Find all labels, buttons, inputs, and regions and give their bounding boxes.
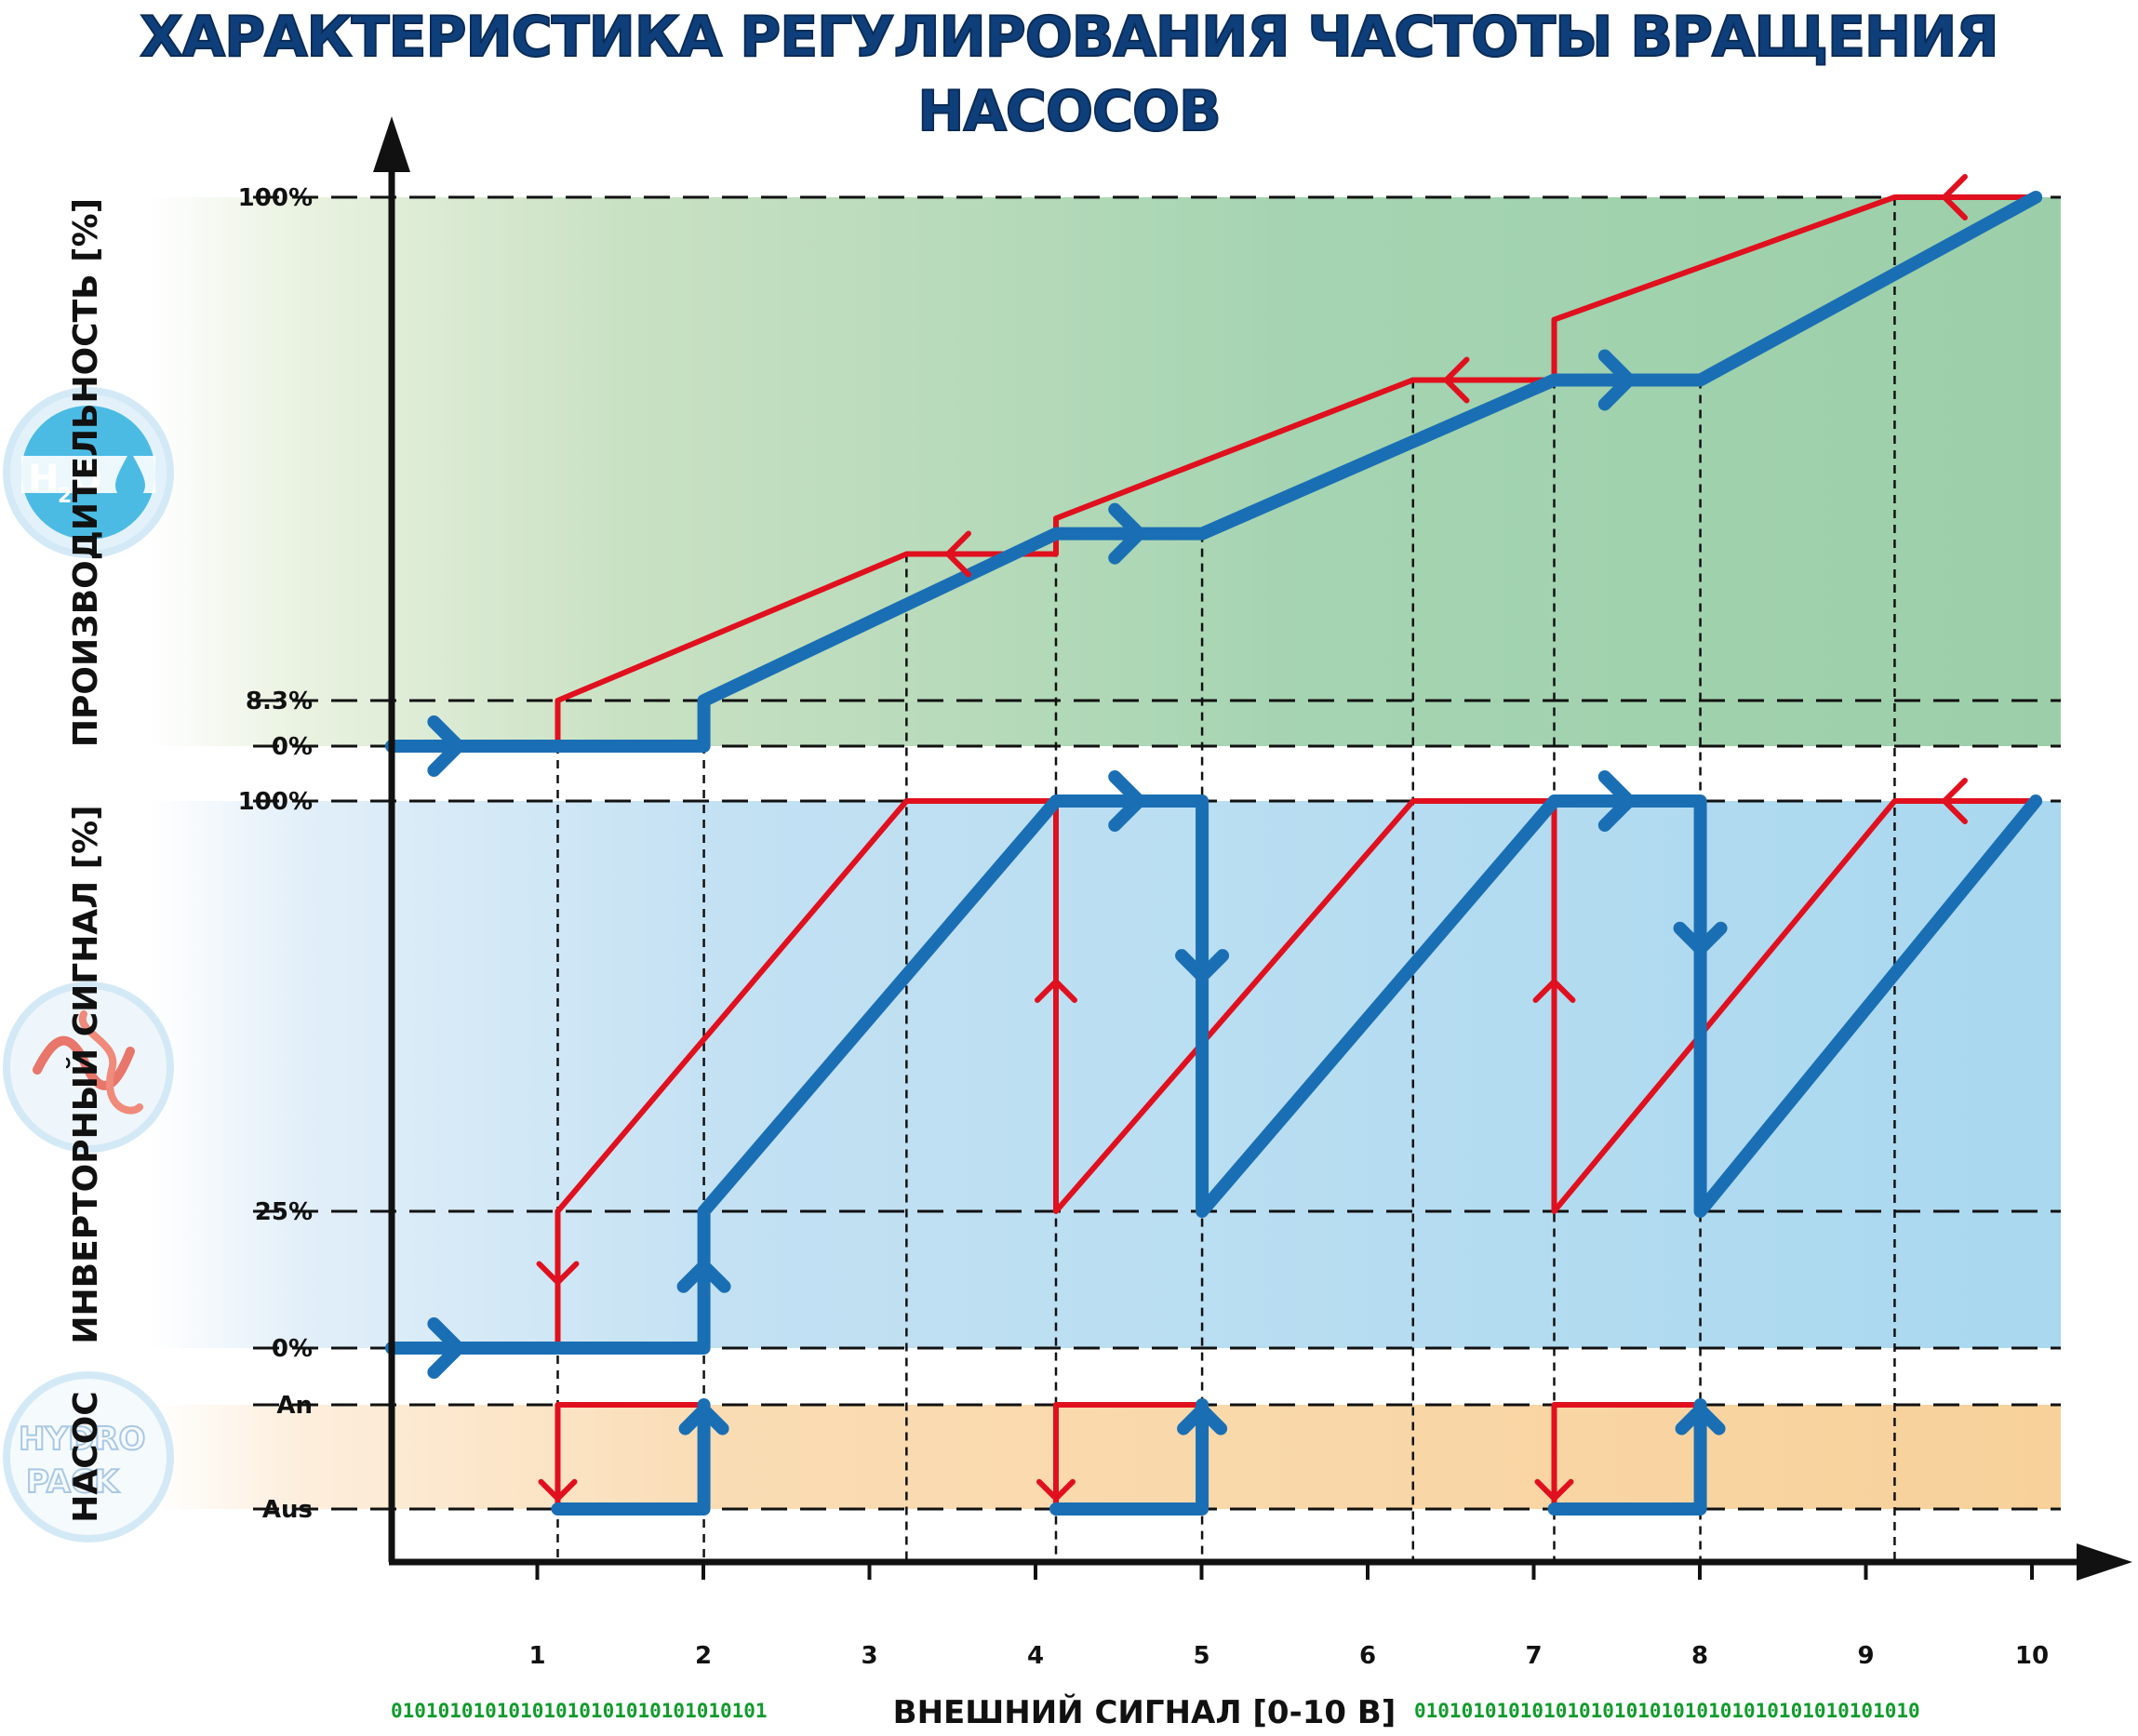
x-tick-label: 5 — [1193, 1642, 1209, 1670]
y-tick-label: 100% — [238, 788, 313, 816]
y-tick-label: 0% — [272, 1335, 313, 1363]
inverter-increasing-curve — [385, 795, 2043, 1355]
pump-increasing-step — [551, 1398, 711, 1516]
performance-increasing-curve — [385, 191, 2043, 753]
sine-wave-icon — [3, 982, 174, 1153]
x-tick-label: 6 — [1359, 1642, 1376, 1670]
y-axis-label: ИНВЕРТОРНЫЙ СИГНАЛ [%] — [66, 805, 105, 1343]
x-tick-label: 2 — [695, 1642, 712, 1670]
direction-arrow — [1941, 778, 1968, 824]
direction-arrow — [1673, 921, 1728, 955]
pump-decreasing-step — [1551, 1402, 1701, 1509]
direction-arrow — [676, 1259, 731, 1293]
x-tick-label: 3 — [861, 1642, 877, 1670]
direction-arrow — [1443, 356, 1470, 404]
y-axis-label: ПРОИЗВОДИТЕЛЬНОСТЬ [%] — [67, 198, 105, 747]
direction-arrow — [1108, 770, 1146, 832]
binary-bits-right: 0101010101010101010101010101010101010101… — [1414, 1700, 1920, 1722]
pump-increasing-step — [1049, 1398, 1209, 1516]
svg-text:PACK: PACK — [26, 1463, 120, 1501]
direction-arrow — [1035, 979, 1077, 1004]
svg-text:O: O — [71, 458, 102, 501]
x-tick-label: 4 — [1027, 1642, 1044, 1670]
direction-arrow — [1175, 949, 1230, 983]
y-axis-label: НАСОС — [67, 1391, 105, 1522]
svg-text:2: 2 — [58, 485, 72, 508]
direction-arrow — [536, 1261, 580, 1286]
y-tick-label: 100% — [238, 184, 313, 212]
direction-arrow — [678, 1403, 729, 1436]
direction-arrow — [944, 530, 971, 578]
binary-bits-left: 01010101010101010101010101010101 — [391, 1700, 768, 1722]
y-tick-label: 8.3% — [246, 688, 313, 715]
direction-arrow — [1941, 174, 1968, 220]
performance-panel — [149, 197, 2061, 746]
inverter-decreasing-curve — [555, 798, 2039, 1351]
direction-arrow — [1597, 349, 1636, 411]
x-axis-label: ВНЕШНИЙ СИГНАЛ [0-10 В] — [893, 1693, 1396, 1731]
x-tick-label: 9 — [1857, 1642, 1874, 1670]
direction-arrow — [427, 715, 465, 777]
pump-increasing-step — [1547, 1398, 1707, 1516]
inverter-panel — [149, 801, 2061, 1348]
pump-panel — [149, 1405, 2061, 1509]
performance-decreasing-curve — [555, 194, 2039, 749]
direction-arrow — [1177, 1403, 1228, 1436]
chart-title: ХАРАКТЕРИСТИКА РЕГУЛИРОВАНИЯ ЧАСТОТЫ ВРА… — [139, 4, 1999, 145]
svg-text:H: H — [28, 458, 59, 501]
water-drop-icon: H 2 O — [3, 387, 174, 558]
direction-arrow — [538, 1478, 578, 1502]
y-tick-label: An — [276, 1392, 313, 1420]
x-tick-label: 10 — [2015, 1642, 2049, 1670]
x-tick-label: 7 — [1525, 1642, 1542, 1670]
y-axis-arrowhead — [373, 116, 410, 172]
direction-arrow — [1532, 979, 1576, 1004]
y-tick-label: 25% — [255, 1198, 313, 1226]
y-tick-label: Aus — [262, 1496, 313, 1524]
direction-arrow — [1036, 1478, 1076, 1502]
direction-arrow — [1675, 1403, 1726, 1436]
x-tick-label: 1 — [528, 1642, 545, 1670]
x-tick-label: 8 — [1691, 1642, 1708, 1670]
direction-arrow — [1534, 1478, 1574, 1502]
x-axis-arrowhead — [2077, 1543, 2132, 1581]
direction-arrow — [1108, 502, 1146, 565]
pump-decreasing-step — [555, 1402, 704, 1509]
hydropack-logo: HYDRO PACK — [3, 1371, 174, 1542]
direction-arrow — [1597, 770, 1636, 832]
pump-decreasing-step — [1053, 1402, 1203, 1509]
y-tick-label: 0% — [272, 733, 313, 761]
svg-text:HYDRO: HYDRO — [19, 1421, 145, 1458]
direction-arrow — [427, 1317, 465, 1379]
